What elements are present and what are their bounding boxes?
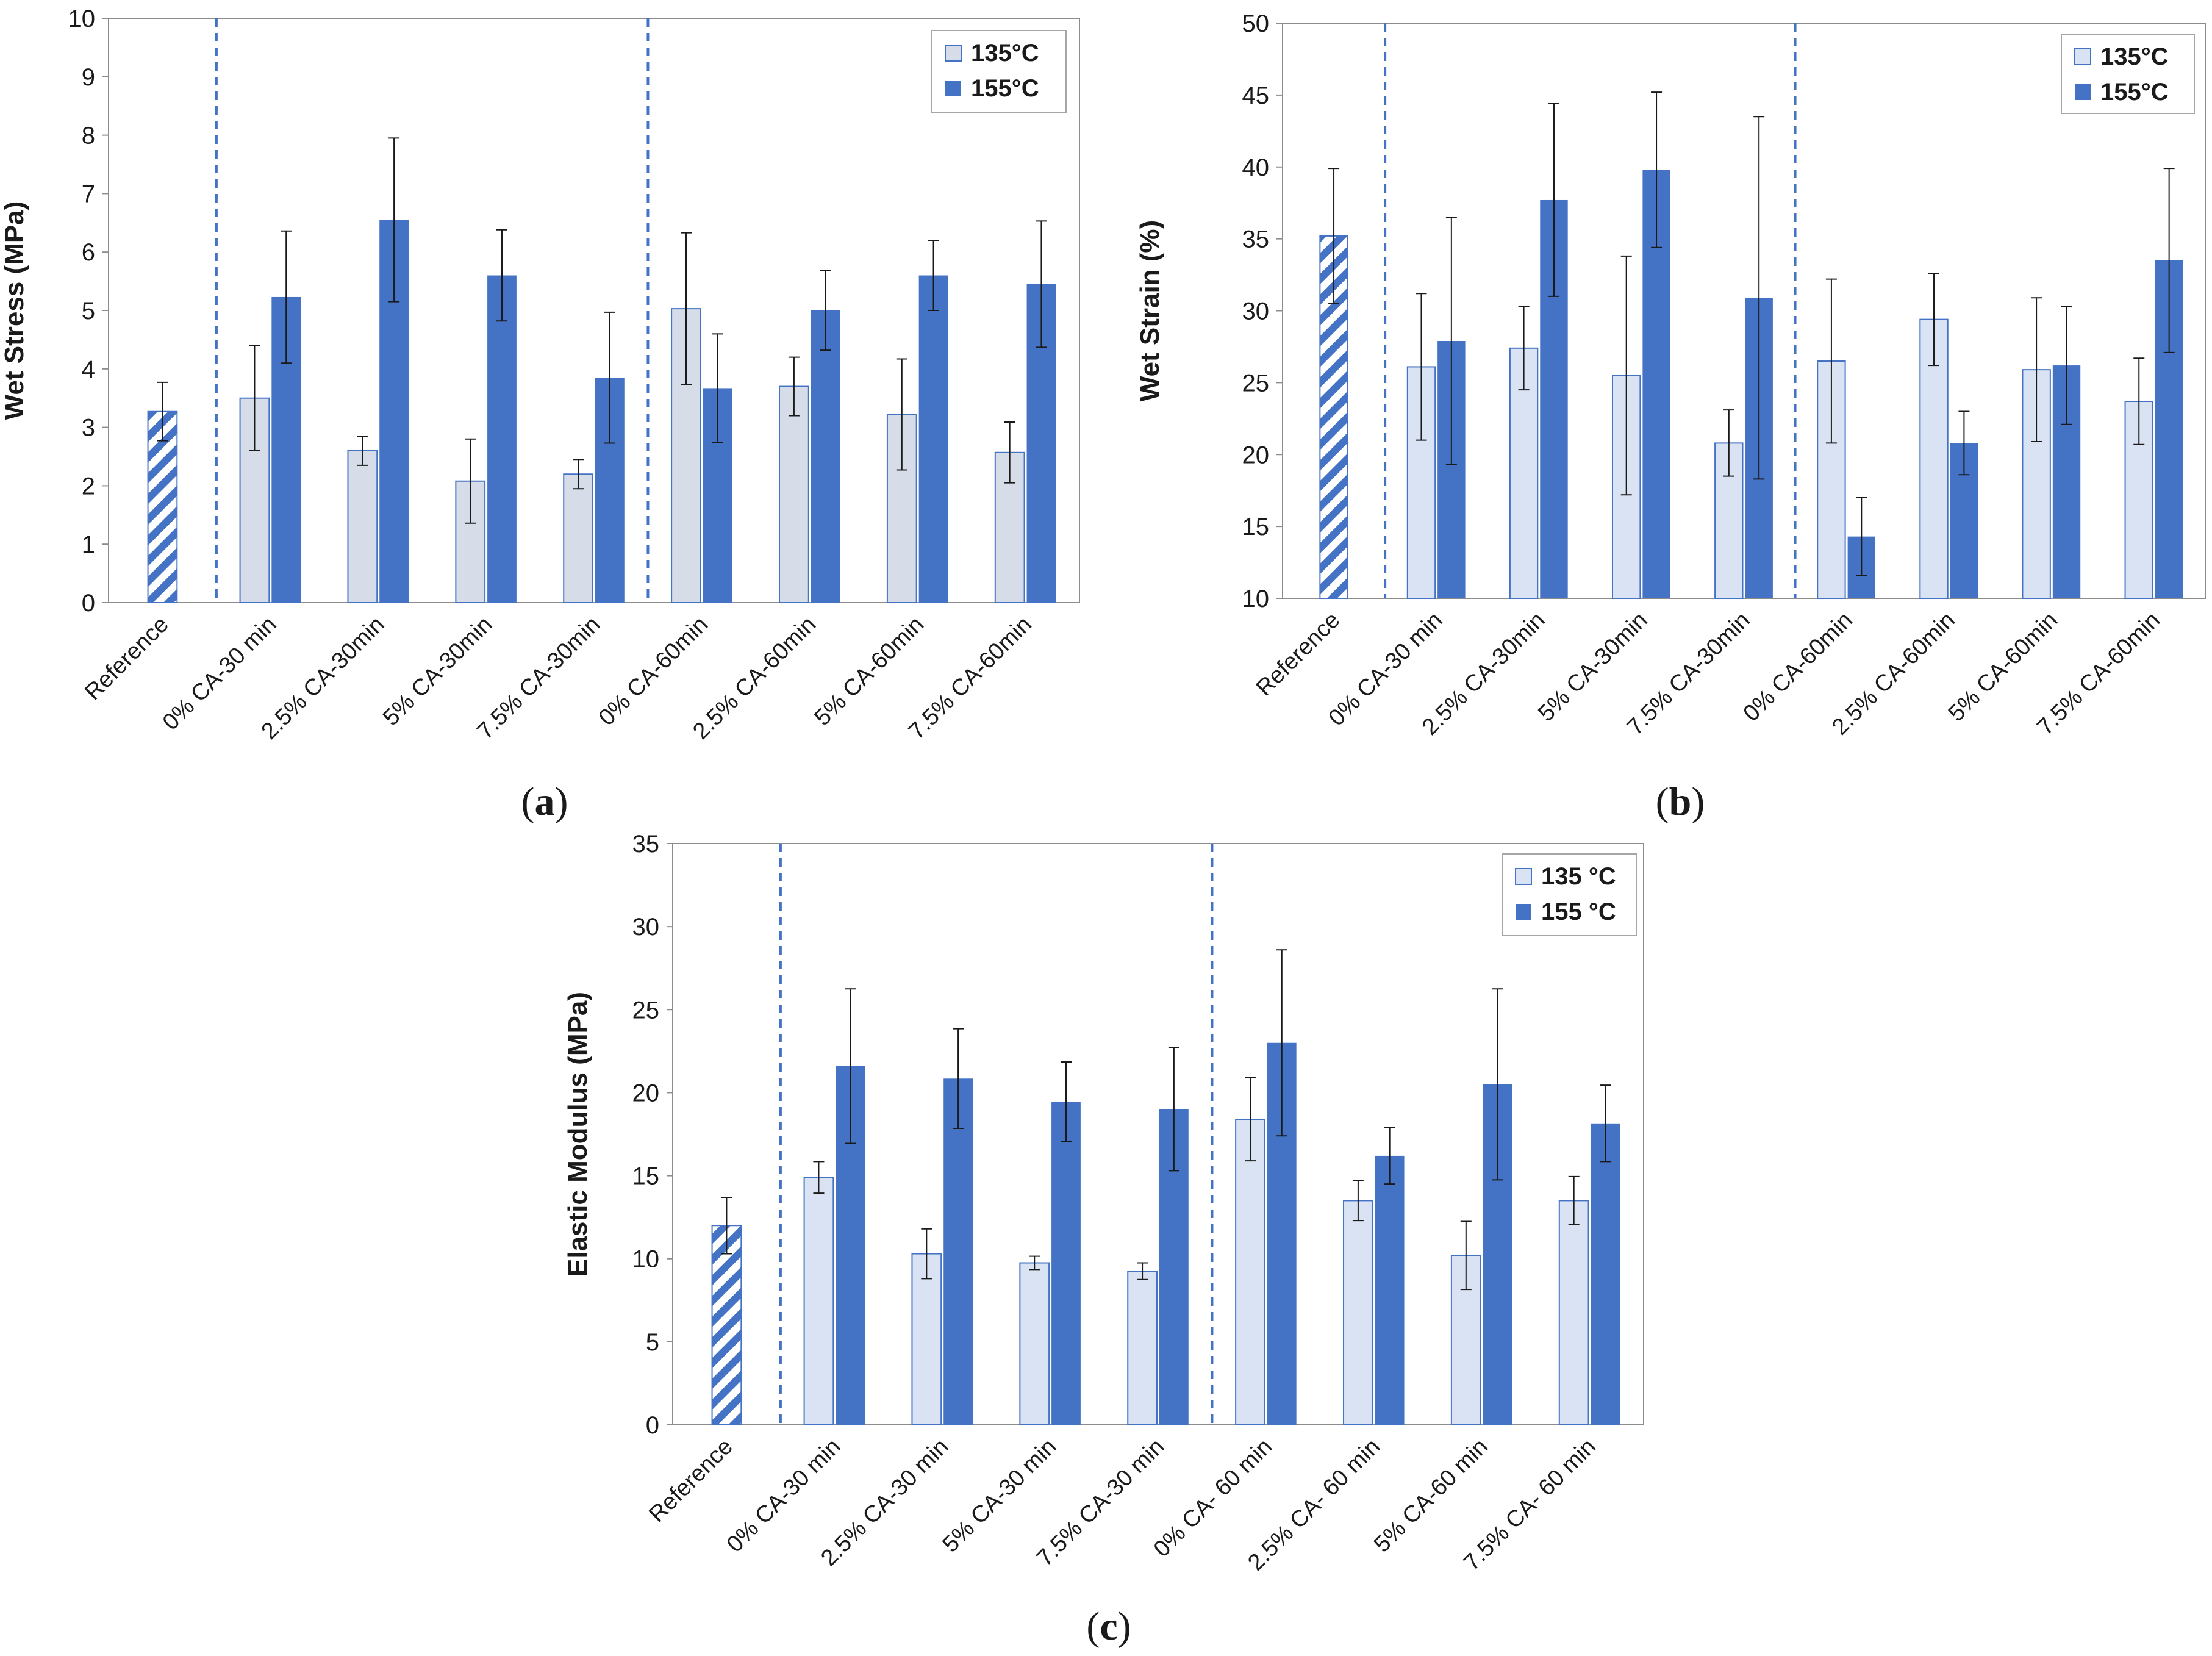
chart-c-elastic-modulus: 0 5 10 15 20 25 30 35 Elastic Modulus (MPa) Refer… (563, 831, 1644, 1575)
y-tick-label: 15 (632, 1163, 660, 1190)
bar-135c (563, 473, 593, 603)
y-axis-label: Wet Strain (%) (1135, 220, 1165, 401)
x-category-label: 5% CA-30min (378, 612, 497, 731)
bar-135c (347, 450, 378, 603)
legend-swatch (2074, 48, 2091, 65)
legend-swatch (1515, 868, 1532, 885)
y-tick-label: 25 (632, 997, 660, 1023)
bar-135c (1558, 1200, 1589, 1426)
y-tick-label: 40 (1242, 154, 1270, 181)
bar-reference (711, 1225, 742, 1426)
bar-135c (779, 385, 809, 603)
y-tick-label: 3 (82, 415, 95, 442)
legend-label: 135°C (971, 40, 1039, 66)
bar-155c (1591, 1123, 1620, 1425)
x-category-label: Reference (1251, 608, 1345, 701)
plot-area (672, 843, 1644, 1425)
panel-label-a: (a) (521, 780, 568, 824)
y-tick-label: 45 (1242, 82, 1270, 109)
x-category-label: 5% CA-60 min (1369, 1434, 1493, 1558)
bar-135c (911, 1253, 942, 1425)
bar-reference (147, 410, 178, 603)
y-tick-label: 0 (646, 1412, 659, 1439)
x-category-label: 0% CA-60min (594, 612, 713, 731)
y-axis-label: Wet Stress (MPa) (0, 201, 29, 420)
y-axis-label: Elastic Modulus (MPa) (563, 992, 593, 1277)
legend-box (1502, 853, 1637, 936)
y-tick-label: 7 (82, 181, 95, 207)
y-tick-label: 5 (82, 298, 95, 324)
y-tick-label: 30 (632, 914, 660, 941)
bar-155c (1375, 1155, 1405, 1425)
legend-swatch (945, 45, 962, 62)
legend-box (931, 30, 1067, 113)
bar-155c (943, 1078, 973, 1425)
y-tick-label: 1 (82, 531, 95, 558)
y-tick-label: 10 (68, 5, 96, 32)
y-tick-label: 9 (82, 64, 95, 91)
y-tick-label: 2 (82, 473, 95, 500)
y-tick-label: 10 (632, 1246, 660, 1273)
y-tick-label: 20 (632, 1080, 660, 1106)
panel-label-b: (b) (1656, 780, 1705, 824)
bar-135c (886, 414, 917, 603)
legend-label: 155 °C (1541, 898, 1616, 925)
bar-135c (1019, 1262, 1050, 1426)
x-category-label: 0% CA-30 min (722, 1434, 846, 1558)
bar-155c (1051, 1102, 1081, 1425)
legend-label: 135 °C (1541, 863, 1616, 890)
legend-box (2061, 34, 2195, 114)
bar-135c (1127, 1271, 1158, 1426)
x-category-label: 5% CA-60min (1944, 608, 2063, 726)
panel-label-c: (c) (1086, 1604, 1131, 1649)
y-tick-label: 20 (1242, 442, 1270, 468)
legend-label: 135°C (2100, 43, 2169, 70)
y-tick-label: 6 (82, 239, 95, 266)
x-category-label: 0% CA-30 min (158, 612, 282, 736)
x-category-label: 5% CA-30 min (938, 1434, 1062, 1558)
legend-label: 155°C (2100, 79, 2169, 106)
x-category-label: 0% CA-60min (1739, 608, 1858, 726)
y-tick-label: 35 (1242, 226, 1270, 253)
y-tick-label: 35 (632, 831, 660, 858)
x-category-label: Reference (644, 1434, 738, 1528)
legend-swatch (2075, 84, 2091, 100)
x-category-label: 5% CA-60min (810, 612, 929, 731)
y-tick-label: 50 (1242, 10, 1270, 37)
bar-135c (803, 1177, 834, 1426)
legend-label: 155°C (971, 75, 1039, 102)
y-tick-label: 15 (1242, 514, 1270, 540)
legend-swatch (1516, 904, 1531, 920)
bar-135c (1817, 360, 1846, 599)
y-tick-label: 8 (82, 123, 95, 149)
bar-155c (487, 275, 517, 603)
bar-135c (1235, 1118, 1265, 1425)
x-category-label: Reference (80, 612, 174, 706)
y-tick-label: 30 (1242, 298, 1270, 325)
y-tick-label: 0 (82, 590, 95, 617)
y-tick-label: 10 (1242, 586, 1270, 612)
y-tick-label: 25 (1242, 370, 1270, 396)
bar-155c (811, 310, 840, 603)
x-category-label: 5% CA-30min (1533, 608, 1652, 726)
y-tick-label: 4 (82, 356, 95, 383)
y-tick-label: 5 (646, 1329, 659, 1356)
plot-area (1282, 23, 2206, 599)
chart-b-wet-strain: 10 15 20 25 30 35 40 45 50 Wet Strain (%) Referenc… (1135, 10, 2206, 740)
bar-155c (918, 275, 948, 603)
bar-135c (1343, 1200, 1373, 1426)
legend-swatch (945, 81, 961, 96)
plot-area (108, 18, 1080, 603)
